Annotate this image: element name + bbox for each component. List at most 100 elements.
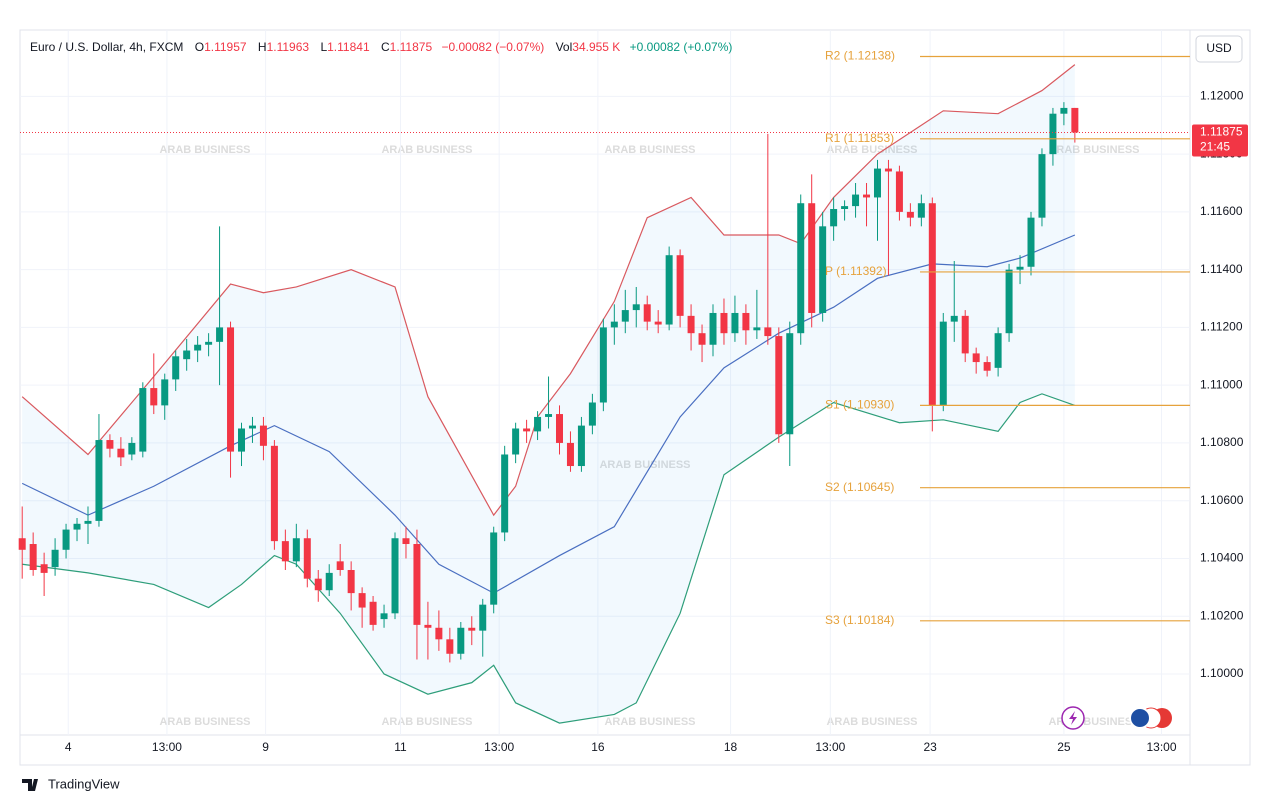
candle-body [446, 639, 454, 654]
candle-body [435, 627, 443, 640]
pivots: R2 (1.12138) R1 (1.11853) P (1.11392) S1 (1… [825, 49, 1190, 627]
last-price-label: 1.11875 [1200, 125, 1243, 139]
candle-body [172, 356, 180, 380]
candle-body [676, 255, 684, 316]
candle-body [391, 538, 399, 614]
candle-body [534, 416, 542, 432]
y-tick-label: 1.10000 [1200, 666, 1244, 680]
x-tick-label: 25 [1057, 740, 1071, 754]
candle-body [117, 448, 125, 458]
candle-body [128, 442, 136, 455]
candle-body [884, 168, 892, 172]
candle-body [139, 388, 147, 452]
axes: 1.120001.118001.116001.114001.112001.110… [20, 89, 1248, 754]
candle-body [545, 414, 553, 417]
candle-body [248, 425, 256, 429]
candle-body [665, 255, 673, 325]
x-tick-label: 18 [724, 740, 738, 754]
currency-button[interactable] [1195, 35, 1243, 63]
candle-body [479, 604, 487, 631]
candle-body [687, 315, 695, 334]
brand: TradingView [48, 776, 120, 791]
candle-body [336, 561, 344, 571]
candle-body [468, 627, 476, 631]
change2: +0.00082 (+0.07%) [629, 40, 733, 54]
candle-body [731, 312, 739, 334]
candle-body [863, 194, 871, 198]
candle-body [1049, 113, 1057, 155]
watermark: ARAB BUSINESS [1048, 144, 1139, 156]
candle-body [227, 327, 235, 452]
high: 1.11963 [266, 40, 310, 54]
candle-body [512, 428, 520, 455]
candle-body [786, 333, 794, 435]
x-tick-label: 9 [262, 740, 269, 754]
currency: USD [1206, 41, 1232, 55]
candle-body [764, 327, 772, 337]
pivot-label: S1 (1.10930) [825, 398, 894, 412]
candle-body [643, 304, 651, 322]
candle-body [972, 353, 980, 363]
candle-body [928, 203, 936, 406]
candle-body [413, 544, 421, 625]
candles [18, 102, 1079, 663]
watermark: ARAB BUSINESS [826, 716, 917, 728]
candle-body [1005, 269, 1013, 334]
candle-body [1027, 217, 1035, 267]
candle-body [577, 425, 585, 467]
candle-body [183, 350, 191, 360]
vol-label: Vol [555, 40, 573, 54]
candle-body [402, 538, 410, 545]
pivot-label: S2 (1.10645) [825, 480, 894, 494]
candle-body [621, 310, 629, 322]
candle-body [501, 454, 509, 533]
candle-body [610, 321, 618, 328]
candle-body [654, 321, 662, 325]
logo [22, 779, 38, 791]
candle-body [819, 226, 827, 313]
candle-body [18, 538, 26, 550]
candle-body [599, 327, 607, 403]
pivot-label: S3 (1.10184) [825, 613, 894, 627]
flag-eu[interactable] [1129, 707, 1151, 729]
candle-body [566, 442, 574, 467]
x-tick-label: 16 [591, 740, 605, 754]
watermark: ARAB BUSINESS [159, 144, 250, 156]
candle-body [259, 425, 267, 446]
x-tick-label: 4 [65, 740, 72, 754]
candle-body [194, 344, 202, 351]
candle-body [237, 428, 245, 452]
candle-body [808, 203, 816, 313]
frame [19, 29, 1251, 766]
candle-body [830, 209, 838, 227]
open: 1.11957 [204, 40, 247, 54]
watermark: ARAB BUSINESS [381, 144, 472, 156]
candle-body [29, 544, 37, 571]
change: −0.00082 (−0.07%) [441, 40, 545, 54]
candle-body [161, 379, 169, 406]
candle-body [873, 168, 881, 198]
candle-body [270, 445, 278, 542]
candle-body [523, 428, 531, 432]
x-tick-label: 11 [394, 740, 407, 754]
candle-body [457, 627, 465, 654]
x-tick-label: 13:00 [484, 740, 514, 754]
candle-body [797, 203, 805, 334]
o-label: O [194, 40, 205, 54]
candle-body [106, 440, 114, 449]
y-tick-label: 1.11000 [1200, 377, 1243, 391]
close: 1.11875 [389, 40, 433, 54]
legend: Euro / U.S. Dollar, 4h, FXCM O1.11957 H1… [30, 40, 732, 54]
candle-body [490, 532, 498, 605]
candle-body [73, 523, 81, 530]
last-price-box [1192, 124, 1248, 157]
candle-body [775, 336, 783, 435]
band-line [21, 234, 1076, 594]
watermark: ARAB BUSINESS [381, 716, 472, 728]
candle-body [1071, 107, 1079, 133]
x-tick-label: 13:00 [1146, 740, 1176, 754]
y-tick-label: 1.11400 [1200, 262, 1243, 276]
x-tick-label: 13:00 [815, 740, 845, 754]
